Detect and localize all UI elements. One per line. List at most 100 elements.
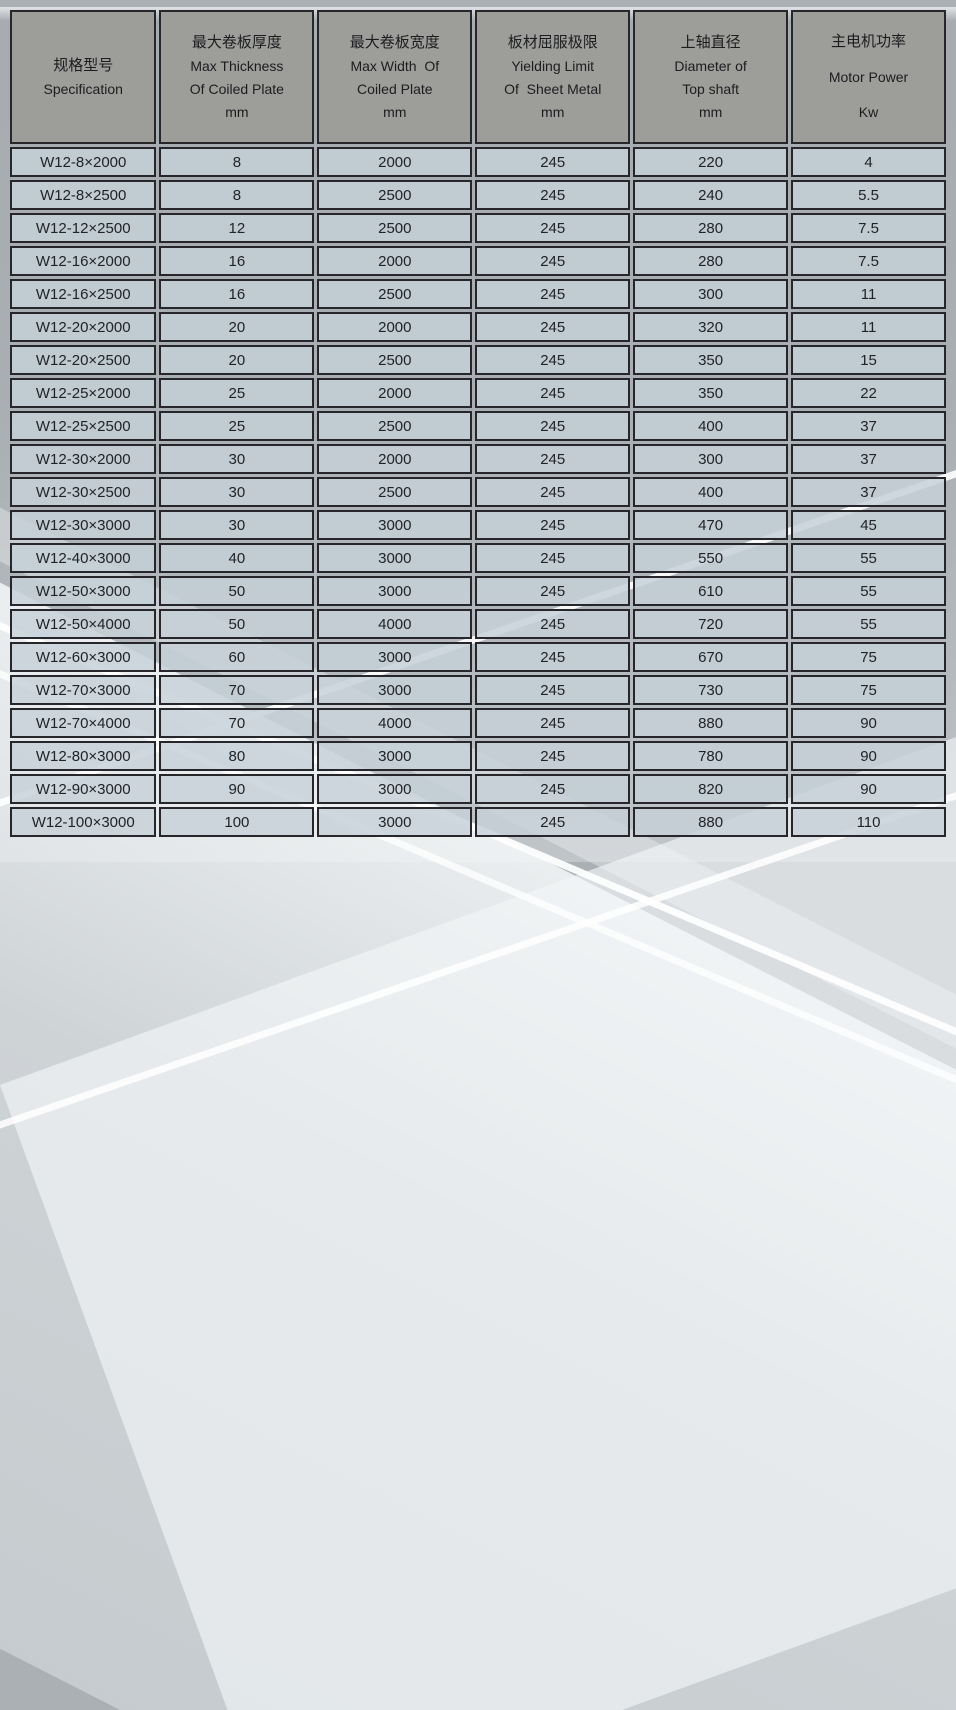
cell-value: 90 [791, 741, 946, 771]
cell-value: 2500 [317, 411, 473, 441]
cell-value: 880 [633, 807, 789, 837]
cell-value: 30 [159, 510, 315, 540]
cell-value: 400 [633, 477, 789, 507]
cell-value: 70 [159, 675, 315, 705]
cell-value: 15 [791, 345, 946, 375]
cell-value: 245 [475, 213, 631, 243]
cell-value: 2000 [317, 444, 473, 474]
cell-value: 470 [633, 510, 789, 540]
cell-specification: W12-16×2000 [10, 246, 157, 276]
cell-value: 2500 [317, 345, 473, 375]
table-row: W12-8×2000 8 2000 245 220 4 [10, 147, 946, 177]
cell-value: 55 [791, 543, 946, 573]
table-row: W12-50×3000 50 3000 245 610 55 [10, 576, 946, 606]
cell-value: 240 [633, 180, 789, 210]
cell-value: 22 [791, 378, 946, 408]
cell-value: 16 [159, 246, 315, 276]
cell-specification: W12-70×4000 [10, 708, 157, 738]
table-row: W12-70×4000 70 4000 245 880 90 [10, 708, 946, 738]
cell-value: 40 [159, 543, 315, 573]
cell-specification: W12-30×3000 [10, 510, 157, 540]
column-header-lines: 规格型号 Specification [12, 56, 154, 99]
cell-value: 2500 [317, 213, 473, 243]
cell-value: 300 [633, 279, 789, 309]
cell-value: 2000 [317, 312, 473, 342]
cell-value: 3000 [317, 807, 473, 837]
cell-value: 55 [791, 576, 946, 606]
cell-value: 20 [159, 345, 315, 375]
cell-value: 3000 [317, 774, 473, 804]
cell-value: 300 [633, 444, 789, 474]
cell-specification: W12-16×2500 [10, 279, 157, 309]
cell-value: 880 [633, 708, 789, 738]
cell-value: 4 [791, 147, 946, 177]
cell-value: 670 [633, 642, 789, 672]
cell-value: 90 [159, 774, 315, 804]
cell-specification: W12-25×2500 [10, 411, 157, 441]
cell-specification: W12-70×3000 [10, 675, 157, 705]
cell-value: 50 [159, 609, 315, 639]
cell-specification: W12-30×2500 [10, 477, 157, 507]
header-line: Motor Power [828, 69, 909, 85]
cell-value: 245 [475, 444, 631, 474]
cell-value: 37 [791, 477, 946, 507]
cell-value: 4000 [317, 708, 473, 738]
cell-value: 30 [159, 477, 315, 507]
cell-value: 280 [633, 213, 789, 243]
cell-value: 16 [159, 279, 315, 309]
specification-table: 规格型号 Specification 最大卷板厚度 Max Thickness Of C… [7, 7, 949, 840]
table-row: W12-12×2500 12 2500 245 280 7.5 [10, 213, 946, 243]
cell-value: 245 [475, 279, 631, 309]
table-row: W12-100×3000 100 3000 245 880 110 [10, 807, 946, 837]
column-header-max-width: 最大卷板宽度 Max Width Of Coiled Plate mm [317, 10, 473, 144]
table-header: 规格型号 Specification 最大卷板厚度 Max Thickness Of C… [10, 10, 946, 144]
header-line: Diameter of [674, 57, 747, 74]
cell-value: 12 [159, 213, 315, 243]
cell-value: 50 [159, 576, 315, 606]
header-line: mm [541, 103, 565, 120]
cell-value: 3000 [317, 675, 473, 705]
column-header-yielding-limit: 板材屈服极限 Yielding Limit Of Sheet Metal mm [475, 10, 631, 144]
cell-value: 610 [633, 576, 789, 606]
cell-specification: W12-60×3000 [10, 642, 157, 672]
cell-specification: W12-8×2500 [10, 180, 157, 210]
cell-value: 820 [633, 774, 789, 804]
cell-value: 2000 [317, 246, 473, 276]
cell-value: 5.5 [791, 180, 946, 210]
cell-value: 75 [791, 675, 946, 705]
cell-value: 3000 [317, 510, 473, 540]
cell-value: 3000 [317, 543, 473, 573]
cell-value: 8 [159, 147, 315, 177]
cell-value: 3000 [317, 576, 473, 606]
cell-value: 245 [475, 477, 631, 507]
cell-value: 90 [791, 708, 946, 738]
cell-value: 245 [475, 312, 631, 342]
cell-value: 30 [159, 444, 315, 474]
table-row: W12-60×3000 60 3000 245 670 75 [10, 642, 946, 672]
cell-value: 70 [159, 708, 315, 738]
cell-value: 7.5 [791, 246, 946, 276]
cell-value: 245 [475, 180, 631, 210]
table-row: W12-90×3000 90 3000 245 820 90 [10, 774, 946, 804]
header-line: 上轴直径 [680, 33, 741, 51]
cell-value: 45 [791, 510, 946, 540]
cell-value: 7.5 [791, 213, 946, 243]
cell-specification: W12-25×2000 [10, 378, 157, 408]
cell-value: 320 [633, 312, 789, 342]
column-header-top-shaft: 上轴直径 Diameter of Top shaft mm [633, 10, 789, 144]
cell-specification: W12-50×3000 [10, 576, 157, 606]
table-row: W12-25×2500 25 2500 245 400 37 [10, 411, 946, 441]
cell-specification: W12-20×2500 [10, 345, 157, 375]
cell-value: 245 [475, 774, 631, 804]
cell-value: 245 [475, 609, 631, 639]
cell-value: 720 [633, 609, 789, 639]
cell-value: 245 [475, 378, 631, 408]
header-line: 最大卷板厚度 [191, 33, 282, 51]
cell-value: 730 [633, 675, 789, 705]
header-line: Max Width Of [350, 57, 440, 74]
cell-value: 4000 [317, 609, 473, 639]
header-line: Coiled Plate [357, 80, 433, 97]
table-row: W12-16×2500 16 2500 245 300 11 [10, 279, 946, 309]
table-body: W12-8×2000 8 2000 245 220 4 W12-8×2500 8 2500 245… [10, 147, 946, 837]
cell-value: 110 [791, 807, 946, 837]
